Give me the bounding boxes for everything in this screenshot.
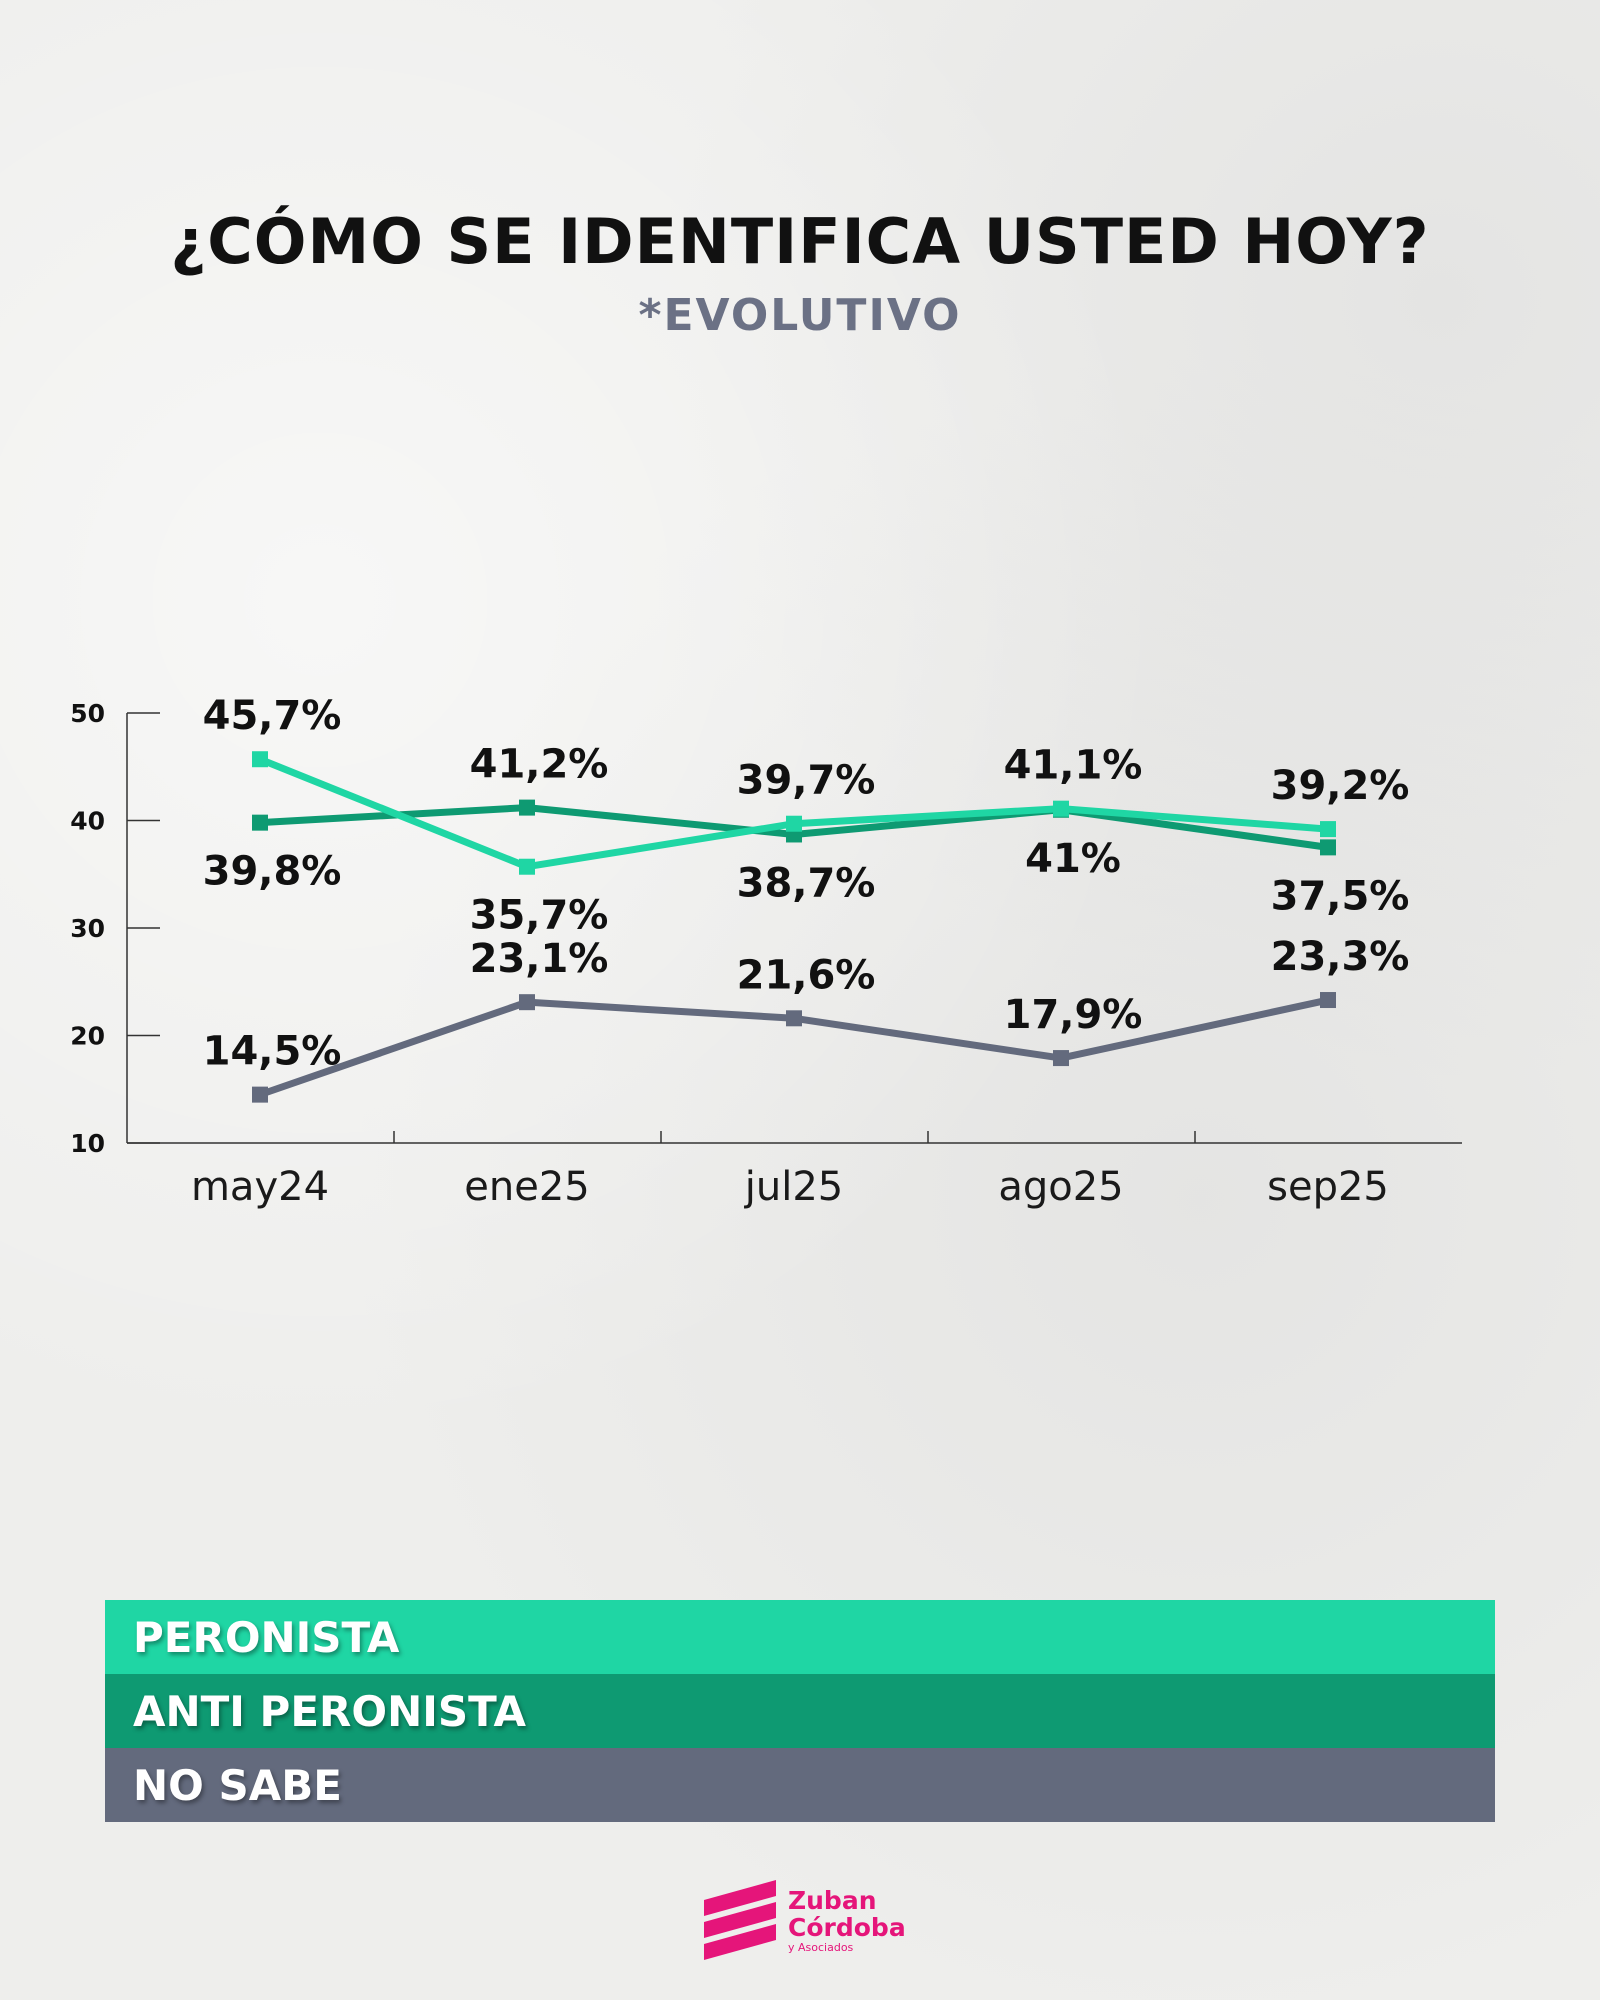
legend-label-no-sabe: NO SABE bbox=[133, 1760, 342, 1810]
data-label-anti-peronista-ago25: 41% bbox=[1025, 836, 1121, 882]
series-point-peronista-sep25 bbox=[1320, 821, 1336, 838]
zuban-cordoba-logo-icon bbox=[704, 1880, 776, 1960]
data-label-peronista-may24: 45,7% bbox=[203, 693, 342, 739]
series-point-no-sabe-sep25 bbox=[1320, 992, 1336, 1009]
chart-subtitle: *EVOLUTIVO bbox=[638, 290, 962, 341]
legend-item-peronista: PERONISTA bbox=[105, 1600, 1495, 1674]
chart-title: ¿CÓMO SE IDENTIFICA USTED HOY? bbox=[170, 205, 1430, 278]
data-label-no-sabe-sep25: 23,3% bbox=[1271, 934, 1410, 980]
data-label-anti-peronista-may24: 39,8% bbox=[203, 849, 342, 895]
series-point-no-sabe-ene25 bbox=[519, 994, 535, 1011]
legend: PERONISTA ANTI PERONISTA NO SABE bbox=[105, 1600, 1495, 1822]
data-label-peronista-sep25: 39,2% bbox=[1271, 763, 1410, 809]
series-point-peronista-jul25 bbox=[786, 815, 802, 832]
series-point-no-sabe-may24 bbox=[252, 1086, 268, 1103]
series-point-peronista-ene25 bbox=[519, 858, 535, 875]
y-tick-label-50: 50 bbox=[70, 699, 105, 728]
logo-line-zuban: Zuban bbox=[788, 1886, 877, 1915]
y-tick-label-10: 10 bbox=[70, 1129, 105, 1158]
y-tick-label-30: 30 bbox=[70, 914, 105, 943]
data-label-no-sabe-jul25: 21,6% bbox=[737, 952, 876, 998]
series-point-anti-peronista-sep25 bbox=[1320, 839, 1336, 856]
legend-item-no-sabe: NO SABE bbox=[105, 1748, 1495, 1822]
x-tick-label-jul25: jul25 bbox=[744, 1164, 843, 1210]
data-label-peronista-ago25: 41,1% bbox=[1004, 743, 1143, 789]
data-label-peronista-jul25: 39,7% bbox=[737, 758, 876, 804]
x-tick-label-ene25: ene25 bbox=[464, 1164, 589, 1210]
series-point-anti-peronista-may24 bbox=[252, 814, 268, 831]
data-label-peronista-ene25: 35,7% bbox=[470, 893, 609, 939]
x-tick-label-may24: may24 bbox=[191, 1164, 329, 1210]
chart-data-labels: 45,7% 35,7% 39,7% 41,1% 39,2% 39,8% 41,2% 38,7%… bbox=[203, 693, 1410, 1074]
data-label-anti-peronista-ene25: 41,2% bbox=[470, 742, 609, 788]
series-point-no-sabe-jul25 bbox=[786, 1010, 802, 1027]
y-tick-label-40: 40 bbox=[70, 807, 105, 836]
series-point-anti-peronista-ene25 bbox=[519, 799, 535, 816]
chart-series bbox=[252, 751, 1336, 1103]
logo-text: Zuban Córdoba y Asociados bbox=[788, 1887, 906, 1955]
series-point-peronista-may24 bbox=[252, 751, 268, 768]
data-label-no-sabe-ago25: 17,9% bbox=[1004, 992, 1143, 1038]
data-label-no-sabe-ene25: 23,1% bbox=[470, 936, 609, 982]
chart-axes: 10 20 30 40 50 may24 ene25 jul25 ago25 sep25 bbox=[70, 699, 1462, 1210]
data-label-anti-peronista-sep25: 37,5% bbox=[1271, 873, 1410, 919]
logo-line-asociados: y Asociados bbox=[788, 1941, 854, 1954]
data-label-anti-peronista-jul25: 38,7% bbox=[737, 860, 876, 906]
x-tick-label-sep25: sep25 bbox=[1267, 1164, 1389, 1210]
legend-item-anti-peronista: ANTI PERONISTA bbox=[105, 1674, 1495, 1748]
legend-label-anti-peronista: ANTI PERONISTA bbox=[133, 1686, 526, 1736]
legend-label-peronista: PERONISTA bbox=[133, 1612, 400, 1662]
series-point-peronista-ago25 bbox=[1053, 800, 1069, 817]
y-tick-label-20: 20 bbox=[70, 1022, 105, 1051]
logo-line-cordoba: Córdoba bbox=[788, 1913, 906, 1942]
data-label-no-sabe-may24: 14,5% bbox=[203, 1029, 342, 1075]
x-tick-label-ago25: ago25 bbox=[998, 1164, 1123, 1210]
line-chart: 10 20 30 40 50 may24 ene25 jul25 ago25 sep25 45,7… bbox=[70, 693, 1462, 1210]
brand-logo: Zuban Córdoba y Asociados bbox=[704, 1880, 906, 1962]
series-point-no-sabe-ago25 bbox=[1053, 1050, 1069, 1067]
